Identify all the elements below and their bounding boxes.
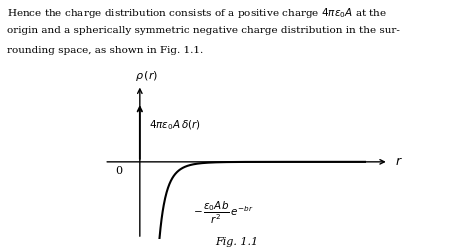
Text: rounding space, as shown in Fig. 1.1.: rounding space, as shown in Fig. 1.1. [7,46,203,55]
Text: 0: 0 [116,166,123,176]
Text: $-\,\dfrac{\varepsilon_0 Ab}{r^2}\,e^{-br}$: $-\,\dfrac{\varepsilon_0 Ab}{r^2}\,e^{-b… [193,199,254,226]
Text: Fig. 1.1: Fig. 1.1 [216,237,258,247]
Text: $\rho\,(r)$: $\rho\,(r)$ [135,69,158,83]
Text: $4\pi\varepsilon_0 A\,\delta(r)$: $4\pi\varepsilon_0 A\,\delta(r)$ [149,118,201,132]
Text: $r$: $r$ [394,155,402,168]
Text: Hence the charge distribution consists of a positive charge $4\pi\varepsilon_0 A: Hence the charge distribution consists o… [7,6,387,20]
Text: origin and a spherically symmetric negative charge distribution in the sur-: origin and a spherically symmetric negat… [7,26,400,35]
